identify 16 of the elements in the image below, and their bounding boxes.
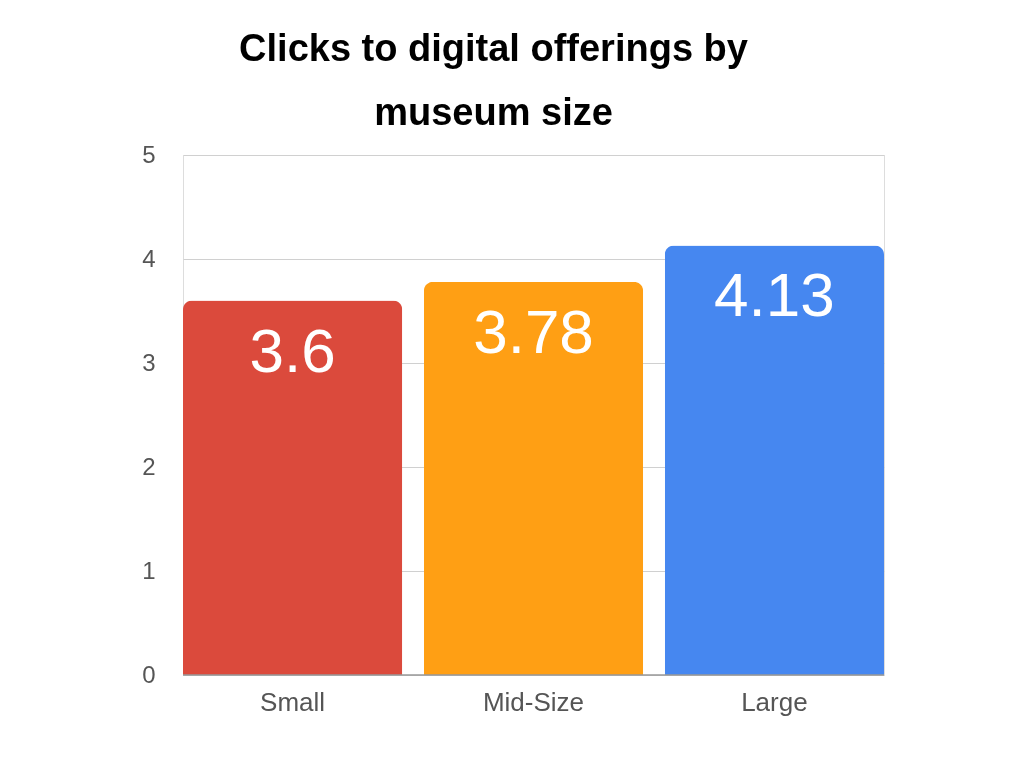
bar (664, 245, 884, 675)
y-tick-label: 0 (142, 660, 156, 688)
bar (423, 281, 644, 675)
x-tick-label: Mid-Size (482, 686, 585, 717)
data-label: 3.78 (473, 296, 594, 366)
y-tick-label: 5 (142, 140, 156, 168)
y-tick-label: 2 (142, 452, 156, 480)
x-tick-label: Small (260, 686, 326, 717)
y-tick-label: 1 (142, 556, 156, 584)
data-label: 4.13 (714, 260, 835, 330)
y-tick-label: 4 (142, 244, 156, 272)
y-tick-label: 3 (142, 348, 156, 376)
chart-title: Clicks to digital offerings by museum size (239, 27, 748, 133)
x-tick-label: Large (741, 686, 808, 717)
data-label: 3.6 (249, 315, 336, 385)
bar (183, 300, 403, 675)
